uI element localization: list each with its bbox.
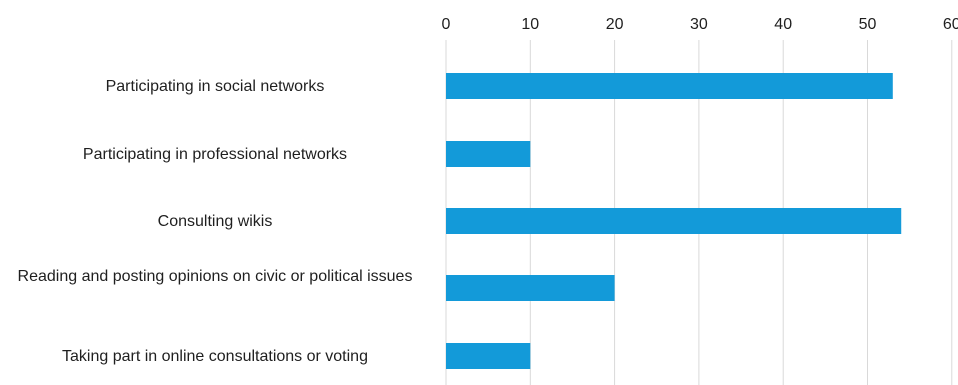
category-label: Reading and posting opinions on civic or…	[17, 268, 413, 285]
x-tick-label: 30	[690, 16, 708, 33]
category-label: Participating in professional networks	[82, 145, 348, 163]
x-tick-label: 60	[943, 16, 958, 33]
bar	[446, 343, 531, 369]
bar	[446, 208, 902, 234]
category-label: Participating in social networks	[105, 77, 325, 95]
bar	[446, 141, 531, 167]
x-tick-label: 0	[442, 16, 451, 33]
x-tick-label: 20	[606, 16, 624, 33]
category-label: Taking part in online consultations or v…	[62, 347, 368, 365]
category-label: Consulting wikis	[157, 212, 273, 230]
bar	[446, 73, 893, 99]
x-tick-label: 40	[774, 16, 792, 33]
bar	[446, 275, 615, 301]
x-tick-label: 10	[521, 16, 539, 33]
x-tick-label: 50	[859, 16, 877, 33]
